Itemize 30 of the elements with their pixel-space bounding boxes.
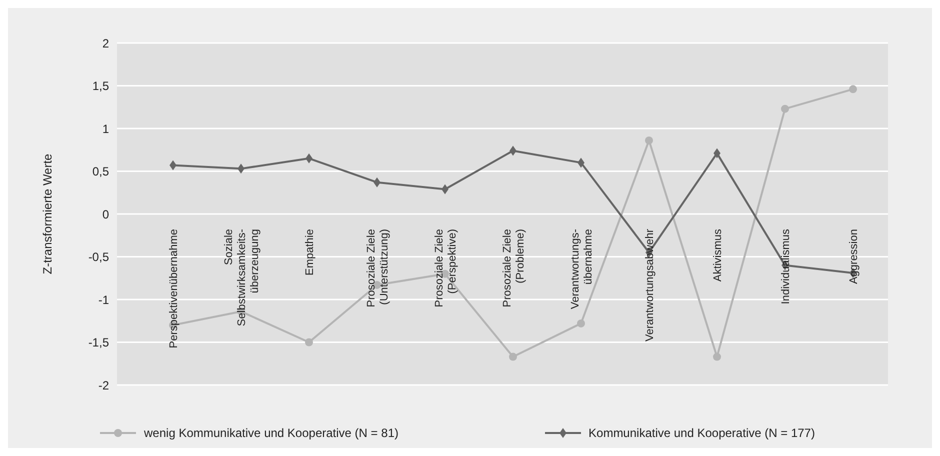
x-tick-label: Prosoziale Ziele (Probleme) xyxy=(502,229,526,308)
x-tick-label: Aktivismus xyxy=(712,228,724,282)
point xyxy=(849,85,857,94)
y-tick-label: -1 xyxy=(98,292,110,307)
legend-label: Kommunikative und Kooperative (N = 177) xyxy=(588,426,815,440)
point xyxy=(509,352,517,361)
y-tick-label: 1 xyxy=(102,122,110,136)
y-tick-label: 0 xyxy=(102,207,110,222)
y-tick-label: -2 xyxy=(98,378,110,392)
y-axis-title: Z-transformierte Werte xyxy=(40,153,54,274)
x-tick-label: Verantwortungsabwehr xyxy=(644,228,656,342)
y-tick-label: -0,5 xyxy=(88,250,110,264)
point xyxy=(645,136,653,144)
point xyxy=(577,319,585,328)
x-tick-label: Perspektivenübernahme xyxy=(168,229,180,348)
x-tick-label: Verantwortungs- übernahme xyxy=(570,228,594,310)
point xyxy=(781,104,789,113)
x-tick-label: Prosoziale Ziele (Unterstützung) xyxy=(366,229,390,308)
x-tick-label: Soziale Selbstwirksamkeits- überzeugung xyxy=(223,228,261,326)
x-tick-label: Aggression xyxy=(848,229,860,284)
x-tick-label: Empathie xyxy=(304,229,316,276)
x-tick-label: Prosoziale Ziele (Perspektive) xyxy=(434,229,458,308)
point xyxy=(713,352,721,361)
y-tick-label: -1,5 xyxy=(88,336,110,350)
y-tick-label: 2 xyxy=(102,36,110,50)
y-tick-label: 1,5 xyxy=(92,79,110,94)
x-tick-label: Individualismus xyxy=(780,228,792,304)
legend-label: wenig Kommunikative und Kooperative (N = 81) xyxy=(144,426,398,440)
point xyxy=(305,338,313,346)
y-tick-label: 0,5 xyxy=(92,164,110,179)
